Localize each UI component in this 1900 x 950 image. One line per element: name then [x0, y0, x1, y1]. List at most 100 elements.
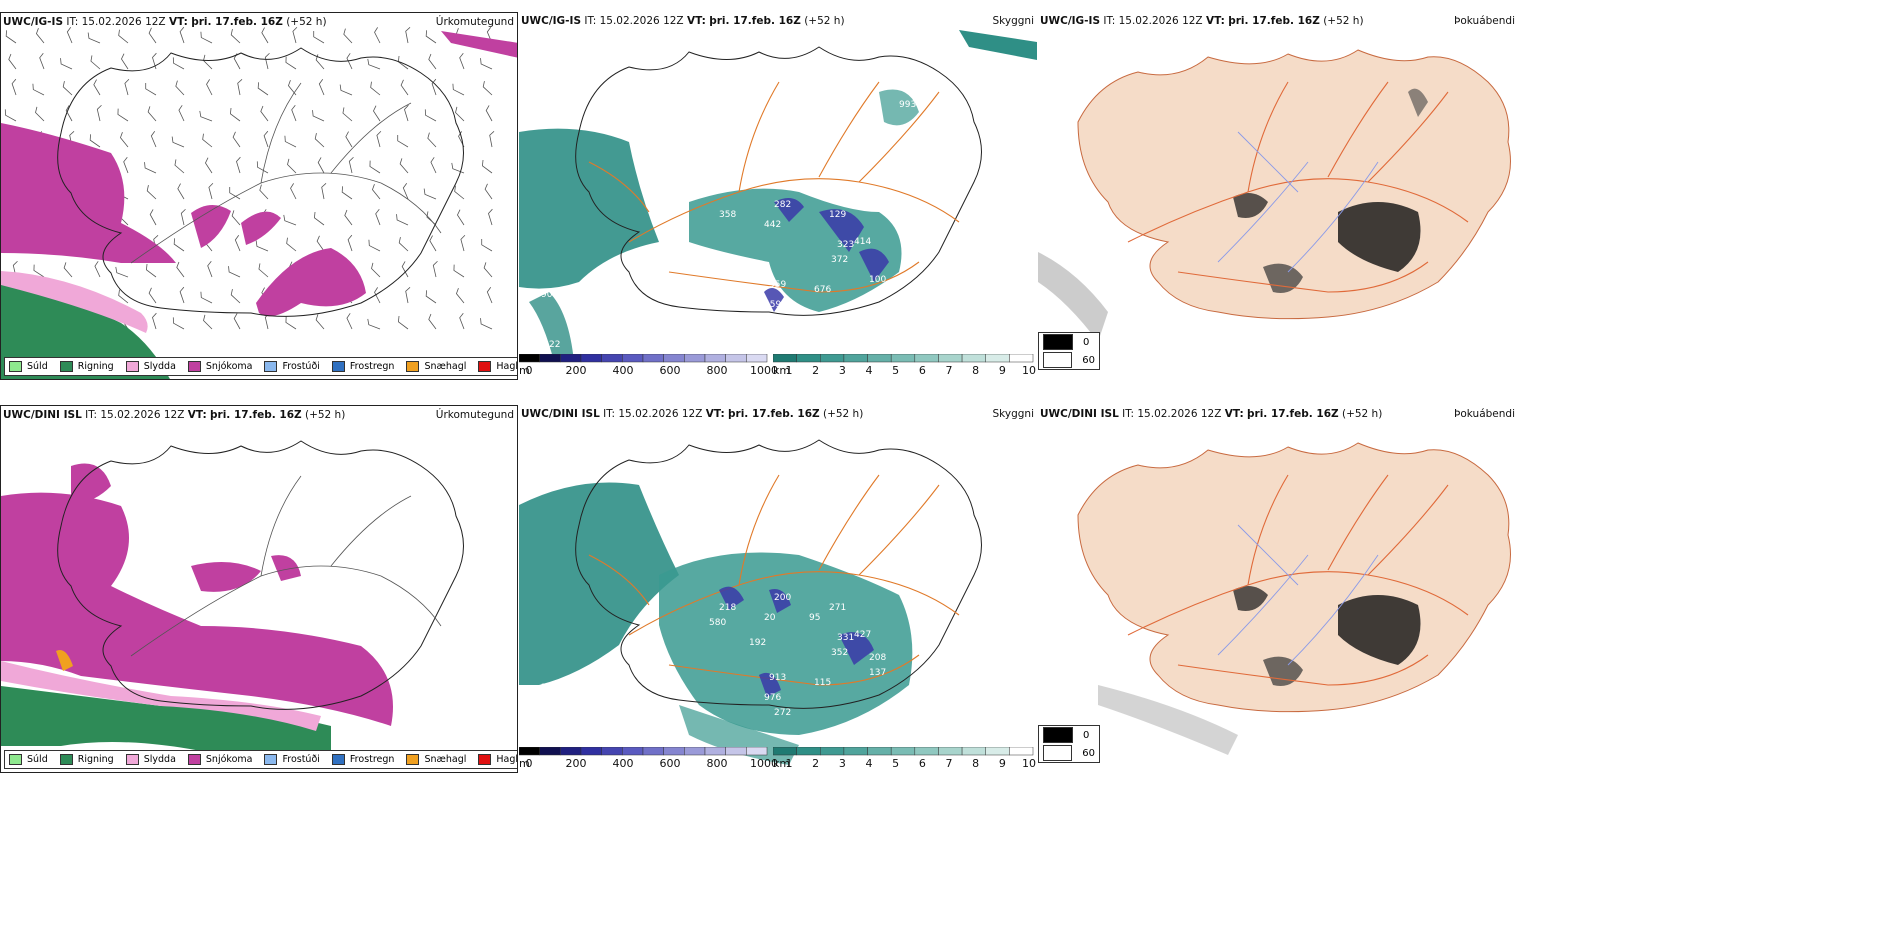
wind-barb	[148, 287, 157, 304]
wind-barb	[318, 79, 325, 96]
snow-area-center2	[241, 211, 281, 245]
colorbar-tick: 6	[918, 757, 926, 770]
colorbar-tick: 7	[945, 757, 953, 770]
colorbar-segment	[725, 354, 747, 363]
visibility-panel-top: UWC/IG-IS IT: 15.02.2026 12Z VT: þri. 17…	[519, 12, 1037, 380]
fog-legend-swatch	[1043, 334, 1073, 350]
wind-barb	[179, 286, 185, 304]
visibility-value-label: 95	[809, 613, 820, 623]
colorbar-segment	[642, 747, 664, 756]
colorbar-segment	[985, 747, 1010, 756]
legend-item: Snjókoma	[187, 361, 253, 372]
wind-barb	[428, 53, 437, 70]
fog-patch-ne	[1408, 88, 1428, 117]
visibility-value-label: 129	[829, 210, 846, 220]
wind-barb	[481, 238, 493, 252]
fog-patch-south	[1338, 202, 1421, 272]
colorbar-tick: 400	[612, 757, 634, 770]
wind-barb	[175, 80, 185, 96]
colorbar-segment	[539, 354, 561, 363]
wind-barb	[480, 318, 493, 330]
colorbar-segment	[890, 747, 916, 756]
road-network	[130, 475, 442, 657]
wind-barb	[400, 79, 409, 96]
wind-barb	[146, 185, 157, 200]
wind-barb	[425, 30, 437, 44]
wind-barb	[11, 78, 17, 96]
wind-barb	[485, 105, 493, 122]
colorbar-tick: 3	[838, 364, 846, 377]
legend-label: Frostúði	[282, 361, 320, 372]
legend-item: Snjókoma	[187, 754, 252, 765]
colorbar-segment	[867, 354, 892, 363]
visibility-value-label: 112	[561, 301, 578, 311]
colorbar-segment	[684, 747, 706, 756]
legend-label: Snæhagl	[424, 754, 467, 765]
wind-barb	[398, 237, 409, 252]
colorbar-tick: 4	[865, 364, 873, 377]
legend-item: Snæhagl	[406, 361, 466, 372]
wind-barb	[291, 104, 297, 122]
colorbar-tick: 600	[659, 757, 681, 770]
snow-area-west	[1, 123, 176, 263]
wind-barb	[89, 134, 101, 148]
wind-barb	[426, 211, 437, 226]
colorbar-tick: 8	[972, 757, 980, 770]
wind-barb	[123, 156, 129, 174]
wind-barb	[203, 314, 213, 330]
wind-barb	[152, 312, 157, 330]
wind-barb	[286, 237, 297, 252]
visibility-value-label: 166	[549, 733, 566, 743]
fog-index-legend: 0 60	[1038, 725, 1100, 763]
colorbar-segment	[746, 354, 768, 363]
wind-barb	[284, 135, 297, 148]
colorbar-segment	[820, 354, 845, 363]
wind-barb	[179, 26, 185, 44]
colorbar-segment	[684, 354, 706, 363]
wind-barb	[256, 161, 269, 174]
wind-barb	[481, 159, 493, 174]
height-colorbar: m 0 200 400 600 800 1000	[519, 354, 778, 378]
wind-barb	[397, 315, 409, 330]
river-network	[1217, 524, 1379, 666]
colorbar-segment	[601, 354, 623, 363]
wind-barb	[39, 52, 45, 70]
wind-barb	[317, 157, 325, 174]
wind-barb	[176, 261, 185, 278]
legend-label: Súld	[27, 361, 48, 372]
iceland-outline	[57, 47, 464, 317]
wind-barb	[231, 210, 241, 226]
sleet-patch-ice	[56, 650, 73, 671]
wind-barb	[172, 57, 185, 70]
rain-area	[1, 686, 331, 751]
wind-barb	[180, 208, 186, 226]
wind-barb	[287, 158, 297, 174]
legend-item: Haglél	[478, 361, 517, 372]
wind-barb	[8, 53, 17, 70]
fog-map-bottom	[1077, 442, 1511, 755]
wind-barb	[454, 185, 465, 200]
wind-barb	[202, 133, 213, 148]
wind-barb	[339, 84, 353, 96]
wind-barb	[425, 290, 437, 304]
colorbar-segment	[843, 354, 868, 363]
colorbar-segment	[519, 354, 540, 363]
legend-label: Rigning	[77, 361, 114, 372]
colorbar-segment	[773, 747, 797, 756]
wind-barb	[117, 108, 129, 122]
wind-barb	[432, 260, 438, 278]
colorbar-tick: 5	[892, 757, 900, 770]
wind-barb	[258, 263, 269, 278]
wind-barb	[373, 105, 381, 122]
visibility-value-label: 103	[774, 315, 791, 325]
fog-patch-center	[1233, 586, 1268, 611]
visibility-value-label: 913	[769, 673, 786, 683]
colorbar-segment	[961, 354, 986, 363]
wind-barb	[371, 262, 381, 278]
fog-panel-top: UWC/IG-IS IT: 15.02.2026 12Z VT: þri. 17…	[1038, 12, 1518, 380]
colorbar-tick: 200	[565, 364, 587, 377]
colorbar-tick: 1	[785, 757, 793, 770]
legend-label: Snjókoma	[205, 361, 253, 372]
legend-swatch	[9, 361, 22, 372]
visibility-value-label: 218	[719, 603, 736, 613]
